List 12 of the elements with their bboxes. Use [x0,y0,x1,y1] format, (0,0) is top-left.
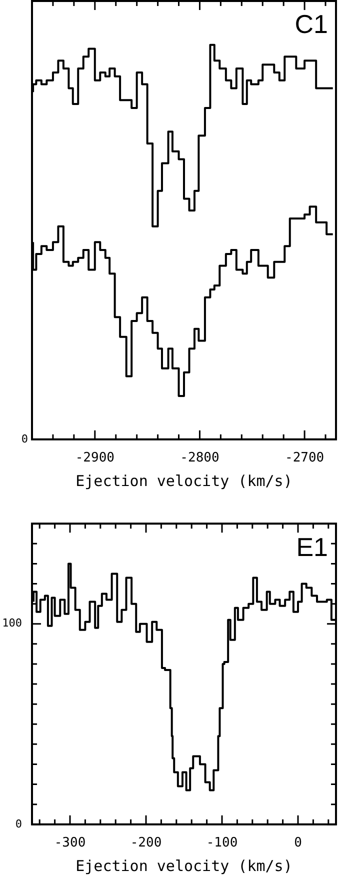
x-tick-label: 0 [294,836,302,851]
x-tick-label: -100 [206,836,238,851]
x-axis-title: Ejection velocity (km/s) [76,472,292,490]
x-tick-label: -2900 [75,450,114,466]
x-tick-label: -2700 [284,450,324,466]
annotation: E1 [296,532,328,562]
x-tick-label: -200 [130,836,162,851]
x-tick-label: -300 [54,836,86,851]
x-tick-label: -2800 [180,450,220,466]
y-tick-label: 100 [2,616,22,630]
x-axis-title: Ejection velocity (km/s) [76,856,292,875]
text: C1 [294,9,328,40]
